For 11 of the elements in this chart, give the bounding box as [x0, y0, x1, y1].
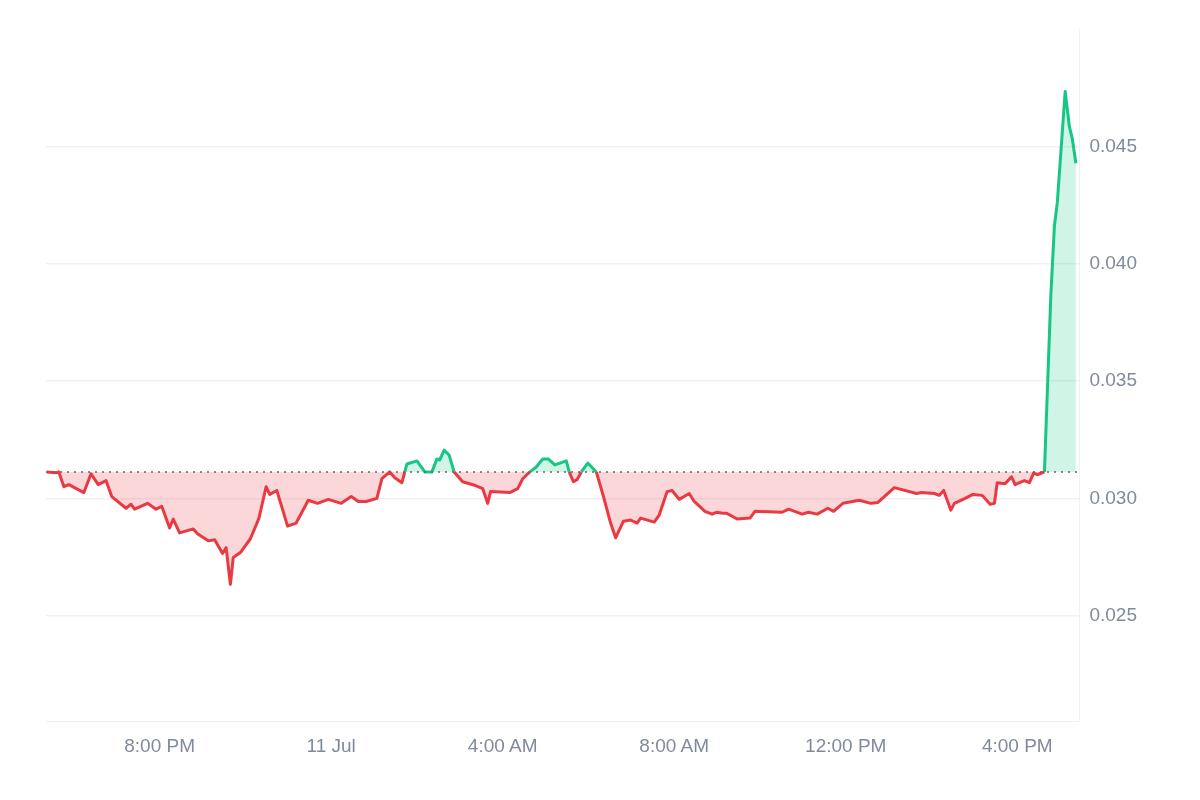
y-tick-label: 0.025 — [1089, 603, 1137, 625]
x-tick-label: 12:00 PM — [805, 734, 887, 756]
x-tick-label: 8:00 PM — [124, 734, 196, 756]
y-tick-label: 0.040 — [1089, 252, 1137, 274]
x-tick-label: 4:00 PM — [981, 734, 1053, 756]
y-tick-label: 0.030 — [1089, 486, 1137, 508]
x-tick-label: 4:00 AM — [467, 734, 538, 756]
y-tick-label: 0.035 — [1089, 369, 1137, 391]
x-tick-label: 8:00 AM — [639, 734, 710, 756]
x-tick-label: 11 Jul — [306, 734, 356, 756]
y-tick-label: 0.045 — [1089, 134, 1137, 156]
